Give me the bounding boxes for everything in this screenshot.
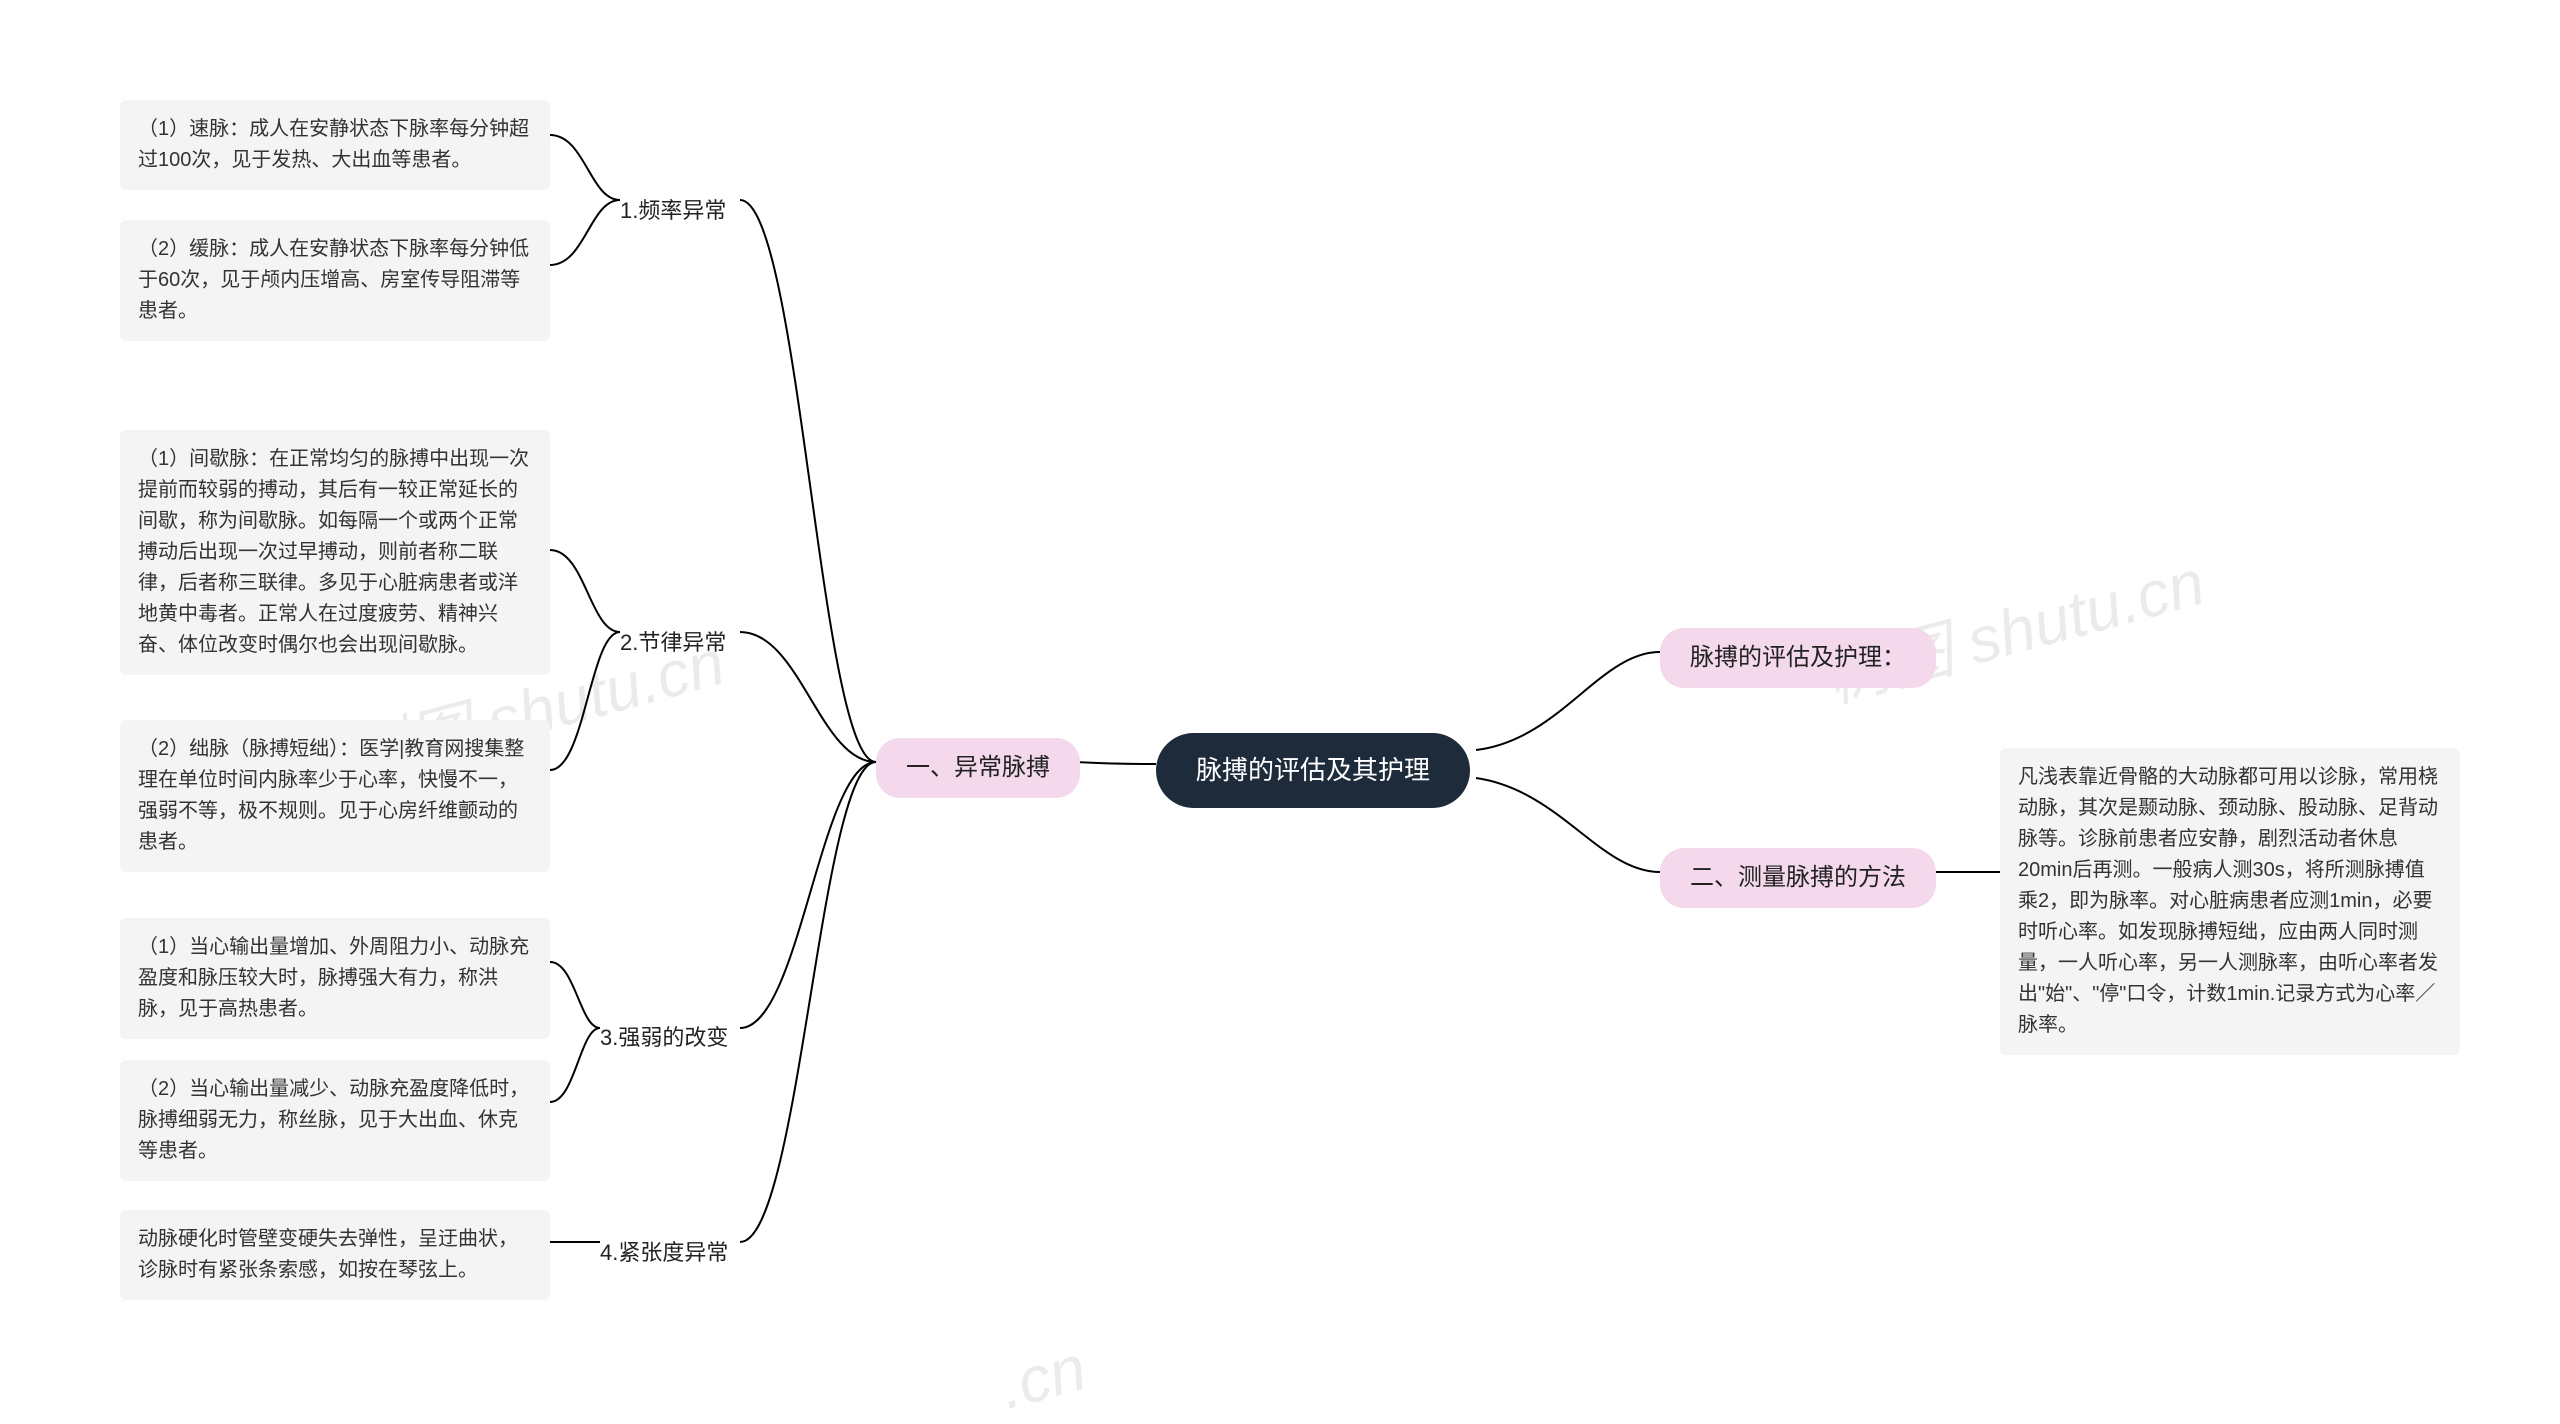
- leaf-measurement-detail: 凡浅表靠近骨骼的大动脉都可用以诊脉，常用桡动脉，其次是颞动脉、颈动脉、股动脉、足…: [2000, 748, 2460, 1055]
- branch-evaluation-care[interactable]: 脉搏的评估及护理：: [1660, 628, 1936, 688]
- leaf-bounding-pulse: （1）当心输出量增加、外周阻力小、动脉充盈度和脉压较大时，脉搏强大有力，称洪脉，…: [120, 918, 550, 1039]
- sub-rhythm-abnormal[interactable]: 2.节律异常: [620, 620, 726, 665]
- sub-tension-abnormal[interactable]: 4.紧张度异常: [600, 1230, 728, 1275]
- leaf-intermittent-pulse: （1）间歇脉：在正常均匀的脉搏中出现一次提前而较弱的搏动，其后有一较正常延长的间…: [120, 430, 550, 675]
- leaf-fast-pulse: （1）速脉：成人在安静状态下脉率每分钟超过100次，见于发热、大出血等患者。: [120, 100, 550, 190]
- mindmap-root[interactable]: 脉搏的评估及其护理: [1156, 733, 1470, 808]
- watermark: .cn: [992, 1330, 1094, 1424]
- branch-measurement-method[interactable]: 二、测量脉搏的方法: [1660, 848, 1936, 908]
- leaf-arteriosclerosis: 动脉硬化时管壁变硬失去弹性，呈迂曲状，诊脉时有紧张条索感，如按在琴弦上。: [120, 1210, 550, 1300]
- branch-abnormal-pulse[interactable]: 一、异常脉搏: [876, 738, 1080, 798]
- watermark: 树图 shutu.cn: [1815, 531, 2213, 720]
- leaf-thready-pulse: （2）当心输出量减少、动脉充盈度降低时，脉搏细弱无力，称丝脉，见于大出血、休克等…: [120, 1060, 550, 1181]
- leaf-slow-pulse: （2）缓脉：成人在安静状态下脉率每分钟低于60次，见于颅内压增高、房室传导阻滞等…: [120, 220, 550, 341]
- leaf-deficit-pulse: （2）绌脉（脉搏短绌）：医学|教育网搜集整理在单位时间内脉率少于心率，快慢不一，…: [120, 720, 550, 872]
- sub-frequency-abnormal[interactable]: 1.频率异常: [620, 188, 726, 233]
- sub-strength-change[interactable]: 3.强弱的改变: [600, 1015, 728, 1060]
